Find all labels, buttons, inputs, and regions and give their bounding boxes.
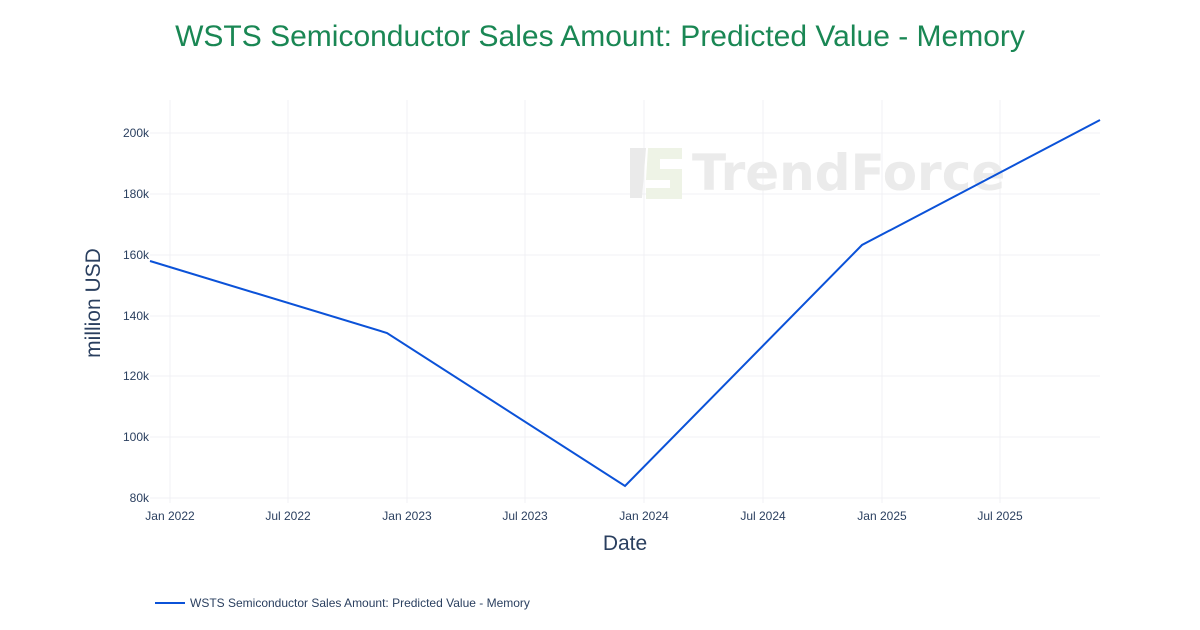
x-tick: Jan 2023 [382,509,432,523]
x-tick: Jul 2022 [265,509,311,523]
y-tick: 80k [129,491,149,505]
watermark-text: TrendForce [692,144,1005,202]
grid-lines [150,100,1100,503]
y-tick: 120k [122,369,149,383]
y-tick: 200k [122,126,149,140]
legend-line-icon [155,602,185,604]
x-tick: Jul 2023 [502,509,548,523]
legend-label: WSTS Semiconductor Sales Amount: Predict… [190,596,530,610]
chart-title: WSTS Semiconductor Sales Amount: Predict… [175,20,1025,53]
trendforce-logo-icon [630,148,682,199]
x-tick: Jul 2024 [740,509,786,523]
y-tick: 180k [122,187,149,201]
x-axis-label: Date [602,532,648,555]
y-axis-label: million USD [82,248,105,358]
y-tick: 100k [122,430,149,444]
x-tick: Jan 2024 [619,509,669,523]
y-tick: 140k [122,309,149,323]
y-tick: 160k [122,248,149,262]
series-line [149,119,1101,488]
x-tick: Jan 2025 [857,509,907,523]
legend-item[interactable]: WSTS Semiconductor Sales Amount: Predict… [155,596,530,610]
x-tick: Jan 2022 [145,509,195,523]
x-tick: Jul 2025 [977,509,1023,523]
